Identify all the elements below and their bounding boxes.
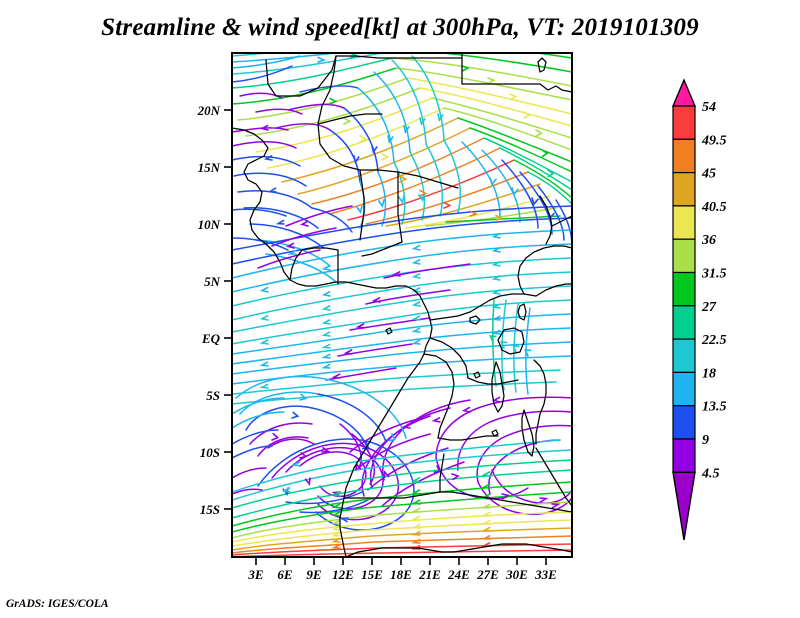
- credit-label: GrADS: IGES/COLA: [6, 598, 109, 610]
- y-tick-marks: [224, 109, 232, 510]
- colorbar-band-5: [672, 271, 696, 307]
- page-title: Streamline & wind speed[kt] at 300hPa, V…: [101, 14, 699, 41]
- y-tick-label-5: 5S: [206, 388, 220, 403]
- colorbar-label-10: 9: [702, 433, 709, 448]
- colorbar-label-2: 45: [701, 167, 716, 182]
- colorbar: 54 49.5 45 40.5 36 31.5 27 22.5 18 13.5 …: [671, 78, 727, 541]
- colorbar-label-5: 31.5: [701, 267, 727, 282]
- streamline-group-north-central: [311, 55, 462, 233]
- streamline-arrowheads: [259, 53, 561, 550]
- y-axis: 20N 15N 10N 5N EQ 5S 10S 15S: [197, 103, 232, 517]
- colorbar-band-2: [672, 172, 696, 207]
- y-tick-label-6: 10S: [200, 445, 220, 460]
- y-tick-label-0: 20N: [197, 103, 221, 118]
- x-tick-label-10: 33E: [534, 567, 557, 582]
- colorbar-band-0: [672, 105, 696, 140]
- colorbar-label-9: 13.5: [702, 400, 727, 415]
- colorbar-band-3: [672, 205, 696, 240]
- x-tick-marks: [255, 557, 547, 565]
- colorbar-extend-high: [671, 78, 697, 107]
- y-tick-label-2: 10N: [198, 217, 221, 232]
- y-tick-label-7: 15S: [200, 502, 220, 517]
- x-tick-label-1: 6E: [277, 567, 293, 582]
- y-tick-label-3: 5N: [204, 274, 221, 289]
- colorbar-label-8: 18: [702, 366, 716, 381]
- streamline-group-north-jet-east: [391, 53, 572, 205]
- streamline-group-west-margin: [232, 53, 301, 495]
- x-tick-label-0: 3E: [247, 567, 264, 582]
- colorbar-band-4: [672, 238, 696, 274]
- colorbar-label-6: 27: [701, 300, 717, 315]
- colorbar-label-7: 22.5: [701, 333, 727, 348]
- colorbar-band-9: [672, 405, 696, 440]
- colorbar-band-7: [672, 338, 696, 374]
- colorbar-band-1: [672, 138, 696, 174]
- x-tick-label-3: 12E: [332, 567, 354, 582]
- x-tick-label-5: 18E: [390, 567, 412, 582]
- colorbar-band-8: [672, 371, 696, 407]
- plot-content: [232, 53, 572, 557]
- streamline-group-south-jet: [232, 439, 572, 557]
- streamline-group-equatorial-weak: [257, 205, 471, 381]
- x-tick-label-8: 27E: [476, 567, 499, 582]
- colorbar-band-10: [672, 438, 696, 473]
- x-tick-label-9: 30E: [505, 567, 528, 582]
- x-tick-label-2: 9E: [306, 567, 322, 582]
- x-tick-label-6: 21E: [418, 567, 441, 582]
- colorbar-label-1: 49.5: [701, 133, 727, 148]
- map-coastlines: [232, 53, 572, 557]
- x-tick-label-4: 15E: [361, 567, 383, 582]
- colorbar-label-4: 36: [701, 233, 716, 248]
- x-axis: 3E 6E 9E 12E 15E 18E 21E 24E 27E 30E 33E: [247, 557, 557, 582]
- x-tick-label-7: 24E: [447, 567, 470, 582]
- colorbar-extend-low: [672, 471, 696, 541]
- y-tick-label-4: EQ: [201, 331, 221, 346]
- y-tick-label-1: 15N: [198, 160, 221, 175]
- colorbar-label-0: 54: [702, 100, 716, 115]
- colorbar-label-3: 40.5: [701, 200, 727, 215]
- colorbar-label-11: 4.5: [701, 466, 720, 481]
- colorbar-band-6: [672, 305, 696, 340]
- plot-frame: [231, 52, 573, 558]
